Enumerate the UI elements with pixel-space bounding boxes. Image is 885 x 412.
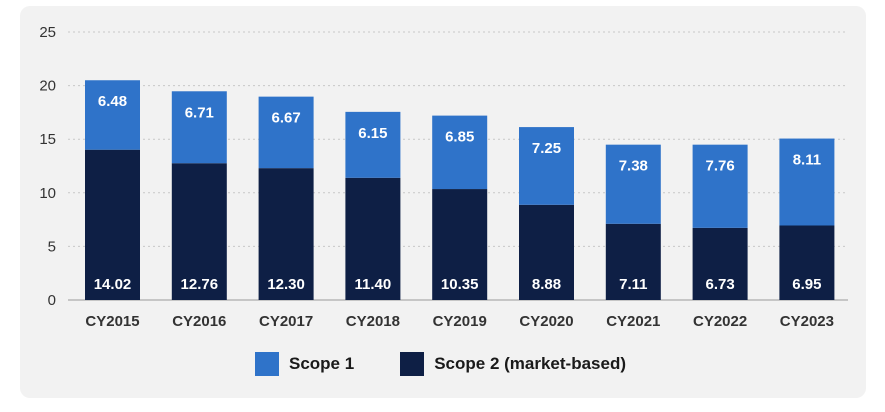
y-axis-ticks: 0 5 10 15 20 25 [39, 24, 56, 309]
bar-scope-2 [258, 168, 314, 300]
bars: 14.02 6.48 12.76 6.71 12.30 6.67 11.40 6.15 10.3… [85, 80, 835, 300]
data-label-scope-2: 12.76 [181, 276, 219, 293]
bar-scope-1 [779, 138, 835, 226]
y-tick-label: 0 [48, 292, 56, 309]
bar-scope-1 [519, 127, 574, 205]
data-label-scope-2: 14.02 [94, 276, 132, 293]
bar-scope-1 [692, 144, 748, 228]
x-tick-label: CY2016 [172, 313, 226, 330]
x-tick-label: CY2023 [780, 313, 834, 330]
data-label-scope-1: 7.25 [532, 140, 561, 157]
y-tick-label: 10 [39, 185, 56, 202]
y-tick-label: 5 [48, 238, 56, 255]
bar-scope-2 [432, 189, 488, 300]
data-label-scope-1: 6.48 [98, 93, 127, 110]
x-tick-label: CY2021 [606, 313, 660, 330]
x-tick-label: CY2017 [259, 313, 313, 330]
bar-scope-1 [171, 91, 227, 164]
bar-scope-1 [85, 80, 140, 150]
y-tick-label: 25 [39, 24, 56, 41]
data-label-scope-1: 7.38 [619, 158, 648, 175]
data-label-scope-1: 6.85 [445, 129, 474, 146]
data-label-scope-2: 7.11 [619, 276, 647, 293]
bar-scope-2 [171, 163, 227, 300]
bar-scope-2 [605, 223, 661, 300]
legend-label-scope-2: Scope 2 (market-based) [434, 354, 626, 373]
data-label-scope-2: 6.73 [705, 276, 734, 293]
bar-scope-2 [779, 225, 835, 300]
x-tick-label: CY2022 [693, 313, 747, 330]
legend-item-scope-2: Scope 2 (market-based) [400, 352, 626, 376]
bar-scope-2 [85, 149, 140, 300]
x-tick-label: CY2018 [346, 313, 400, 330]
bar-scope-1 [258, 96, 314, 169]
data-label-scope-2: 8.88 [532, 276, 561, 293]
legend: Scope 1 Scope 2 (market-based) [255, 352, 672, 376]
legend-swatch-scope-2 [400, 352, 425, 376]
data-label-scope-2: 12.30 [267, 276, 305, 293]
bar-scope-1 [432, 115, 488, 190]
data-label-scope-2: 6.95 [792, 276, 821, 293]
x-axis-ticks: CY2015 CY2016 CY2017 CY2018 CY2019 CY2020 CY20… [85, 313, 834, 330]
legend-item-scope-1: Scope 1 [255, 352, 354, 376]
legend-label-scope-1: Scope 1 [289, 354, 355, 373]
data-label-scope-1: 6.15 [358, 125, 387, 142]
bar-scope-2 [345, 177, 401, 300]
bar-scope-1 [345, 111, 401, 178]
y-tick-label: 20 [39, 78, 56, 95]
data-label-scope-2: 11.40 [355, 276, 392, 293]
y-tick-label: 15 [39, 131, 56, 148]
bar-scope-2 [692, 227, 748, 300]
bar-scope-1 [605, 144, 661, 224]
data-label-scope-1: 6.67 [271, 110, 300, 127]
data-label-scope-2: 10.35 [441, 276, 479, 293]
x-tick-label: CY2019 [433, 313, 487, 330]
data-label-scope-1: 8.11 [793, 152, 821, 169]
bar-scope-2 [519, 204, 574, 300]
x-tick-label: CY2015 [85, 313, 139, 330]
x-tick-label: CY2020 [519, 313, 573, 330]
legend-swatch-scope-1 [255, 352, 279, 376]
data-label-scope-1: 6.71 [185, 104, 214, 121]
data-label-scope-1: 7.76 [705, 158, 734, 175]
